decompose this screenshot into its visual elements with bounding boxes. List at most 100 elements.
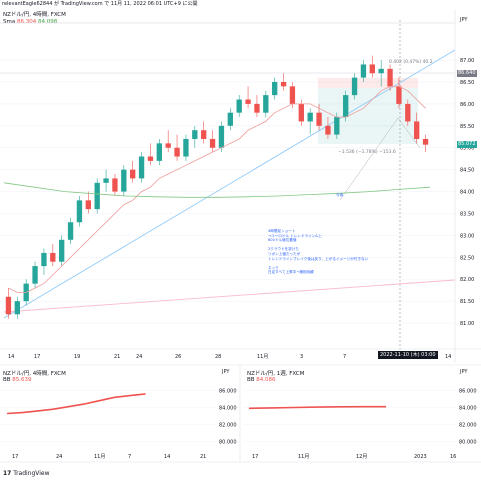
y-tick-label: 86.00 xyxy=(460,102,474,108)
y-tick-label: 83.00 xyxy=(460,233,474,239)
x-tick-label: 17 xyxy=(34,354,40,360)
y-tick-label: 84.50 xyxy=(460,168,474,174)
candle-body xyxy=(360,64,367,78)
weekly-bb-legend: BB 84.086 xyxy=(247,377,276,383)
weekly-unit: JPY xyxy=(460,369,468,375)
weekly-bb-label: BB xyxy=(247,377,255,383)
main-chart-legend: NZドル/円, 4時間, FXCM xyxy=(3,10,66,18)
weekly-bb-line xyxy=(248,405,387,410)
candle-body xyxy=(298,103,304,122)
measure-up-label: 0.402 (0.47%) 40.2 xyxy=(389,60,433,65)
x-tick-label: 14 xyxy=(445,354,451,360)
date-cursor-label: 2022-11-10 (木) 03:00 xyxy=(378,351,438,359)
candle-body xyxy=(245,99,251,104)
main-unit: JPY xyxy=(460,17,468,23)
y-tick-label: 87.00 xyxy=(460,58,474,64)
candle-body xyxy=(325,125,331,135)
candle-body xyxy=(85,200,91,210)
candle-body xyxy=(289,86,296,104)
trend-line-low xyxy=(3,279,456,313)
x-tick-label: 28 xyxy=(215,354,221,360)
weekly-y-tick-label: 82.000 xyxy=(459,423,477,429)
last-close-label: 86.640 xyxy=(457,70,477,77)
y-tick-label: 81.50 xyxy=(460,299,474,305)
note-callout xyxy=(339,117,421,201)
candle-body xyxy=(316,112,322,126)
daily-chart-legend: NZドル/円, 4時間, FXCM xyxy=(3,369,66,377)
trend-line-up xyxy=(3,49,456,319)
candle-body xyxy=(218,125,225,148)
candle-body xyxy=(103,178,109,183)
candle-body xyxy=(183,138,189,157)
x-tick-label: 7 xyxy=(343,354,346,360)
daily-y-tick-label: 80.000 xyxy=(219,440,237,446)
candle-body xyxy=(192,130,198,139)
candle-body xyxy=(5,296,12,315)
candle-body xyxy=(280,81,287,87)
weekly-x-tick-label: 11月 xyxy=(298,454,309,460)
daily-bb-line xyxy=(6,393,146,415)
candle-body xyxy=(334,117,340,135)
candle-body xyxy=(147,156,154,161)
weekly-y-tick-label: 80.000 xyxy=(459,440,477,446)
candle-body xyxy=(76,200,83,223)
daily-x-tick-label: 24 xyxy=(56,454,62,460)
candle-body xyxy=(369,64,375,74)
y-tick-label: 86.50 xyxy=(460,80,474,86)
y-tick-label: 83.50 xyxy=(460,211,474,217)
y-tick-label: 84.00 xyxy=(460,190,474,196)
note-small[interactable]: 今後 xyxy=(336,193,344,197)
daily-bb-label: BB xyxy=(3,377,11,383)
daily-chart-title: NZドル/円, 4時間, FXCM xyxy=(3,371,66,377)
x-tick-label: 11月 xyxy=(257,354,268,360)
x-tick-label: 24 xyxy=(136,354,142,360)
candle-body xyxy=(422,138,429,145)
x-tick-label: 3 xyxy=(300,354,303,360)
daily-bb-value: 85.639 xyxy=(12,377,32,383)
candle-body xyxy=(378,68,384,74)
candle-body xyxy=(209,138,216,148)
candle-body xyxy=(112,178,118,192)
x-tick-label: 21 xyxy=(114,354,120,360)
candle-body xyxy=(343,95,349,118)
candle-body xyxy=(67,222,74,240)
weekly-y-tick-label: 86.000 xyxy=(459,389,477,395)
daily-x-tick-label: 17 xyxy=(12,454,18,460)
measure-up-zone xyxy=(318,78,418,88)
weekly-x-tick-label: 17 xyxy=(252,454,258,460)
y-tick-label: 85.50 xyxy=(460,124,474,130)
candle-body xyxy=(130,169,136,179)
sma-slow-value: 84.098 xyxy=(37,19,58,25)
x-tick-label: 26 xyxy=(175,354,181,360)
daily-y-tick-label: 86.000 xyxy=(219,389,237,395)
daily-x-tick-label: 21 xyxy=(200,454,206,460)
candle-body xyxy=(32,266,38,284)
candle-body xyxy=(94,182,100,210)
candle-body xyxy=(396,86,402,104)
candle-body xyxy=(156,143,162,161)
weekly-x-tick-label: 12月 xyxy=(356,454,367,460)
candle-body xyxy=(138,156,145,179)
weekly-x-tick-label: 16 xyxy=(450,454,456,460)
sma-fast-line xyxy=(8,86,426,293)
candle-body xyxy=(307,112,313,122)
candle-body xyxy=(254,103,260,113)
publish-header: relevantEagle62844 が TradingView.com で 1… xyxy=(2,1,198,7)
y-tick-label: 85.00 xyxy=(460,146,474,152)
note-text[interactable]: 4時間足ショート →ユーロドル トレンドライン&上 600ドル値位置値 2クラウ… xyxy=(268,229,369,275)
daily-x-tick-label: 7 xyxy=(128,454,131,460)
x-tick-label: 19 xyxy=(74,354,80,360)
sma-slow-line xyxy=(3,182,431,198)
daily-bb-legend: BB 85.639 xyxy=(3,377,32,383)
tradingview-logo[interactable]: 𝟭𝟳 TradingView xyxy=(3,470,50,477)
measure-down-zone xyxy=(318,88,418,144)
current-price-label: 85.072 xyxy=(457,141,477,148)
candle-body xyxy=(174,147,180,157)
daily-unit: JPY xyxy=(222,369,230,375)
main-chart-title: NZドル/円, 4時間, FXCM xyxy=(3,12,66,18)
weekly-chart-title: NZドル/円, 1週, FXCM xyxy=(247,371,305,377)
candle-body xyxy=(41,252,47,267)
daily-x-tick-label: 11月 xyxy=(94,454,105,460)
daily-x-tick-label: 14 xyxy=(164,454,170,460)
